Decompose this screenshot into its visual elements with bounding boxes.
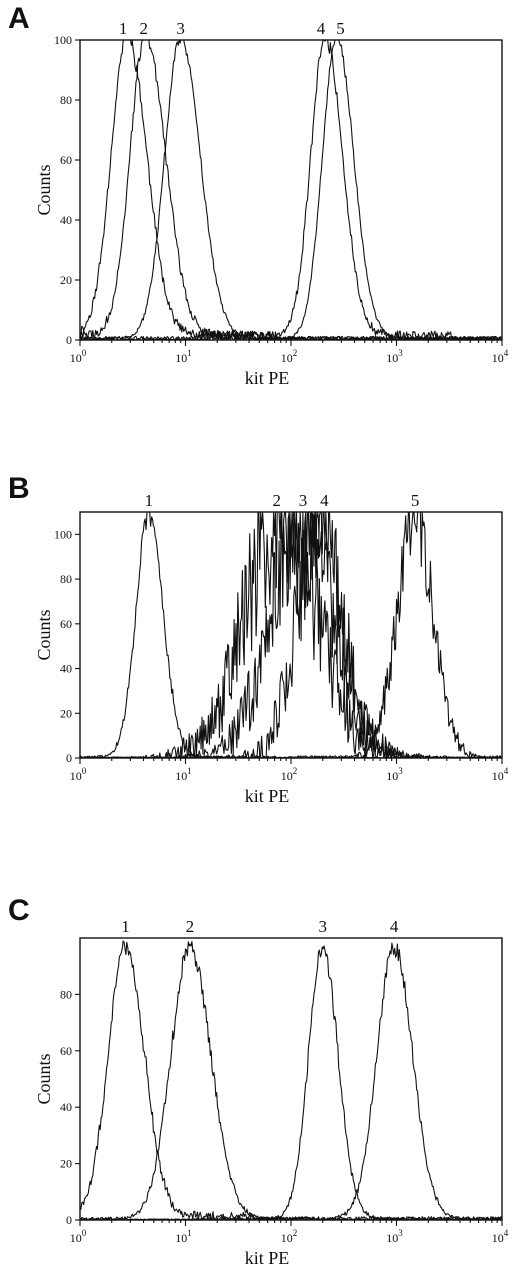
- series-label-4: 4: [317, 19, 326, 38]
- y-tick-label: 60: [60, 1044, 72, 1058]
- panel-letter: A: [8, 2, 30, 35]
- series-label-3: 3: [176, 19, 185, 38]
- x-tick-label: 103: [386, 1228, 403, 1245]
- series-label-4: 4: [390, 917, 399, 936]
- series-curve-3: [79, 39, 503, 341]
- series-label-2: 2: [140, 19, 149, 38]
- y-tick-label: 40: [60, 662, 72, 676]
- histogram-chart-c: C 0 20 40 60 80 100 101 102 103 104 kit PE Counts 1 2 3…: [8, 894, 509, 1268]
- y-axis-label: Counts: [34, 609, 54, 660]
- series-curve-2: [79, 39, 503, 341]
- y-tick-label: 0: [66, 1213, 72, 1227]
- y-axis-label: Counts: [34, 164, 54, 215]
- y-tick-label: 20: [60, 1157, 72, 1171]
- series-label-1: 1: [119, 19, 128, 38]
- x-axis-label: kit PE: [245, 368, 290, 388]
- histogram-chart-a: A 0 20 40 60 80 100 100 101 102 103 104 kit PE Counts…: [8, 2, 509, 388]
- x-tick-label: 104: [492, 1228, 509, 1245]
- y-tick-label: 40: [60, 213, 72, 227]
- histogram-chart-b: B 0 20 40 60 80 100 100 101 102 103 104 kit PE Counts…: [8, 472, 509, 806]
- series-curve-5: [79, 39, 503, 341]
- plot-frame: [79, 39, 503, 341]
- y-tick-label: 0: [66, 751, 72, 765]
- x-tick-label: 102: [281, 766, 298, 783]
- x-tick-label: 100: [70, 348, 87, 365]
- series-curve-1: [79, 39, 503, 341]
- x-axis-label: kit PE: [245, 786, 290, 806]
- series-label-2: 2: [273, 491, 282, 510]
- panel-letter: B: [8, 472, 30, 505]
- y-tick-label: 40: [60, 1100, 72, 1114]
- panel-letter: C: [8, 894, 30, 927]
- y-tick-label: 100: [54, 33, 72, 47]
- plot-frame: [79, 937, 503, 1221]
- y-tick-label: 0: [66, 333, 72, 347]
- series-curve-2: [79, 940, 503, 1221]
- series-curve-3: [79, 511, 503, 759]
- y-tick-label: 60: [60, 153, 72, 167]
- y-tick-label: 80: [60, 572, 72, 586]
- y-tick-label: 20: [60, 706, 72, 720]
- x-tick-label: 103: [386, 766, 403, 783]
- series-label-1: 1: [121, 917, 130, 936]
- y-axis-label: Counts: [34, 1053, 54, 1104]
- x-tick-label: 102: [281, 1228, 298, 1245]
- x-tick-label: 100: [70, 766, 87, 783]
- series-curve-4: [80, 942, 503, 1221]
- series-label-5: 5: [336, 19, 345, 38]
- series-label-1: 1: [145, 491, 154, 510]
- series-curve-4: [79, 39, 503, 341]
- y-tick-label: 80: [60, 93, 72, 107]
- series-label-4: 4: [320, 491, 329, 510]
- series-curve-1: [79, 940, 503, 1221]
- x-tick-label: 101: [175, 348, 192, 365]
- x-tick-label: 102: [281, 348, 298, 365]
- y-tick-label: 20: [60, 273, 72, 287]
- series-curve-3: [79, 945, 503, 1221]
- series-label-5: 5: [411, 491, 420, 510]
- panel-c: C 0 20 40 60 80 100 101 102 103 104 kit PE Counts 1 2 3…: [0, 890, 520, 1282]
- x-tick-label: 100: [70, 1228, 87, 1245]
- x-tick-label: 101: [175, 1228, 192, 1245]
- x-tick-label: 104: [492, 348, 509, 365]
- series-label-2: 2: [186, 917, 195, 936]
- x-axis-label: kit PE: [245, 1248, 290, 1268]
- y-tick-label: 100: [54, 527, 72, 541]
- x-tick-label: 104: [492, 766, 509, 783]
- series-curve-5: [79, 511, 503, 759]
- x-tick-label: 101: [175, 766, 192, 783]
- series-label-3: 3: [299, 491, 308, 510]
- y-tick-label: 60: [60, 617, 72, 631]
- panel-a: A 0 20 40 60 80 100 100 101 102 103 104 kit PE Counts…: [0, 0, 520, 410]
- x-tick-label: 103: [386, 348, 403, 365]
- series-label-3: 3: [319, 917, 328, 936]
- panel-b: B 0 20 40 60 80 100 100 101 102 103 104 kit PE Counts…: [0, 470, 520, 830]
- y-tick-label: 80: [60, 987, 72, 1001]
